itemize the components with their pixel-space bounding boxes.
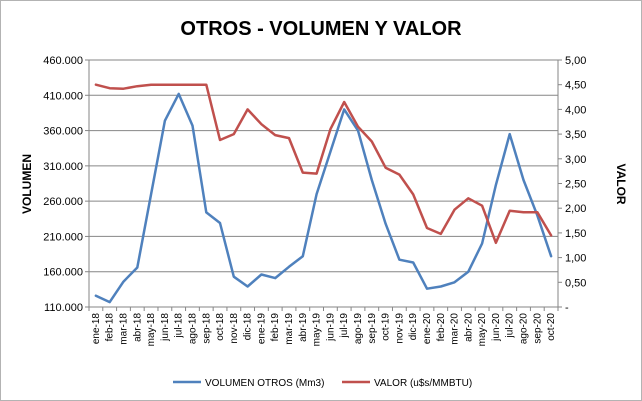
x-tick-label: may-18 [146, 313, 157, 347]
x-tick-label: oct-19 [381, 313, 392, 341]
x-tick-label: feb-20 [436, 313, 447, 342]
x-tick-label: jun-19 [325, 313, 336, 342]
right-tick-label: 1,00 [565, 253, 586, 265]
x-tick-label: may-19 [312, 313, 323, 347]
x-tick-label: dic-18 [243, 313, 254, 341]
x-tick-label: oct-18 [215, 313, 226, 341]
gridlines [89, 59, 558, 308]
x-tick-label: dic-19 [408, 313, 419, 341]
left-tick-label: 160.000 [43, 267, 83, 279]
x-tick-label: jul-20 [505, 313, 516, 339]
left-tick-label: 310.000 [43, 161, 83, 173]
x-tick-label: sep-18 [201, 313, 212, 344]
x-tick-label: ago-20 [519, 313, 530, 345]
right-tick-label: 4,00 [565, 104, 586, 116]
series-line-valor [94, 83, 553, 245]
x-tick-label: jul-18 [174, 313, 185, 339]
x-tick-label: feb-19 [270, 313, 281, 342]
x-tick-label: ene-19 [256, 313, 267, 345]
x-tick-label: mar-18 [118, 313, 129, 345]
x-tick-label: abr-20 [463, 313, 474, 342]
x-tick-label: oct-20 [546, 313, 557, 341]
right-tick-label: 1,50 [565, 228, 586, 240]
x-tick-label: mar-19 [284, 313, 295, 345]
x-tick-label: ene-20 [422, 313, 433, 345]
x-tick-label: jul-19 [339, 313, 350, 339]
x-tick-label: mar-20 [450, 313, 461, 345]
series-line-volumen [94, 92, 553, 304]
legend-label-valor: VALOR (u$s/MMBTU) [374, 378, 472, 389]
legend: VOLUMEN OTROS (Mm3) VALOR (u$s/MMBTU) [173, 378, 472, 389]
x-tick-label: jun-20 [491, 313, 502, 342]
x-tick-label: nov-19 [394, 313, 405, 344]
x-tick-label: sep-19 [367, 313, 378, 344]
left-tick-label: 360.000 [43, 126, 83, 138]
series-layer [94, 83, 553, 304]
legend-label-volumen: VOLUMEN OTROS (Mm3) [205, 378, 324, 389]
left-tick-label: 460.000 [43, 55, 83, 67]
right-axis-ticks: - 0,50 1,00 1,50 2,00 2,50 3,00 3,50 4,00 4,50 5,0… [558, 55, 586, 314]
x-tick-label: nov-18 [229, 313, 240, 344]
x-tick-label: ene-18 [91, 313, 102, 345]
left-axis-ticks: 110.000 160.000 210.000 260.000 310.000 360.0… [43, 55, 89, 314]
right-tick-label: 2,00 [565, 203, 586, 215]
right-tick-label: 0,50 [565, 277, 586, 289]
chart-title: OTROS - VOLUMEN Y VALOR [180, 18, 462, 40]
plot-area-border [88, 59, 559, 308]
right-tick-label: 2,50 [565, 179, 586, 191]
x-tick-label: ago-19 [353, 313, 364, 345]
right-tick-label: 3,00 [565, 154, 586, 166]
left-tick-label: 260.000 [43, 196, 83, 208]
x-tick-label: feb-18 [105, 313, 116, 342]
x-axis-ticks: ene-18 feb-18 mar-18 abr-18 may-18 jun-18 jul-… [88, 307, 559, 347]
x-tick-label: may-20 [477, 313, 488, 347]
left-tick-label: 410.000 [43, 90, 83, 102]
left-tick-label: 110.000 [44, 302, 83, 314]
right-tick-label: 5,00 [565, 55, 586, 67]
left-axis-title: VOLUMEN [20, 154, 34, 214]
right-tick-label: 3,50 [565, 129, 586, 141]
right-axis-title: VALOR [614, 163, 628, 204]
x-tick-label: abr-19 [298, 313, 309, 342]
x-tick-label: abr-18 [132, 313, 143, 342]
x-tick-label: ago-18 [187, 313, 198, 345]
x-tick-label: jun-18 [160, 313, 171, 342]
left-tick-label: 210.000 [43, 231, 83, 243]
right-tick-label: 4,50 [565, 80, 586, 92]
x-tick-label: sep-20 [532, 313, 543, 344]
right-tick-label: - [565, 302, 569, 314]
